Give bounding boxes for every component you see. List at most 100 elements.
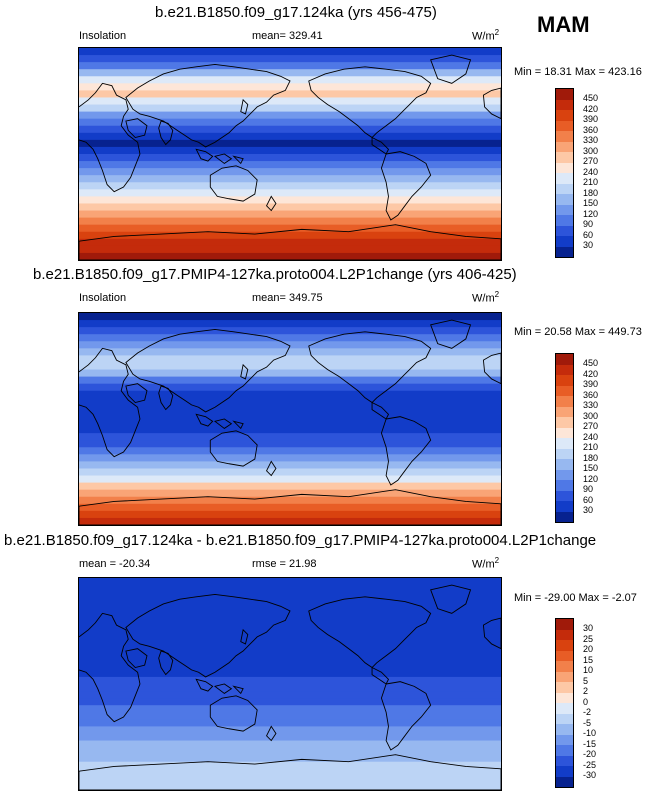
map-band — [79, 627, 501, 636]
colorbar-swatch — [556, 120, 573, 132]
coastline — [309, 67, 431, 138]
colorbar-swatch — [556, 417, 573, 428]
colorbar-tick-label: -2 — [583, 707, 592, 717]
map-band — [79, 252, 501, 260]
colorbar-swatch — [556, 703, 573, 714]
map-band — [79, 203, 501, 212]
map-band — [79, 90, 501, 98]
colorbar-tick-label: 90 — [583, 219, 594, 229]
coastline — [159, 121, 173, 145]
map-band — [79, 104, 501, 113]
panel-3-mean-label: mean = -20.34 — [79, 558, 151, 570]
colorbar-swatch — [556, 629, 573, 641]
map-band — [79, 404, 501, 413]
colorbar-swatch — [556, 480, 573, 491]
colorbar-tick-label: 180 — [583, 452, 599, 463]
map-band — [79, 245, 501, 254]
colorbar-tick-label: 150 — [583, 463, 599, 473]
map-band — [79, 154, 501, 162]
panel-1-units: W/m2 — [472, 28, 500, 43]
map-band — [79, 606, 501, 614]
coastline — [79, 755, 501, 790]
map-band — [79, 655, 501, 664]
colorbar-tick-label: 210 — [583, 442, 599, 452]
map-band — [79, 355, 501, 363]
map-band — [79, 376, 501, 385]
coastline — [126, 119, 147, 138]
coastline — [309, 332, 431, 403]
map-band — [79, 747, 501, 756]
colorbar-tick-label: 30 — [583, 505, 594, 515]
colorbar-tick-label: 360 — [583, 124, 599, 135]
colorbar-swatch — [556, 661, 573, 672]
map-band — [79, 740, 501, 749]
coastline — [196, 414, 243, 428]
colorbar-tick-label: 240 — [583, 431, 599, 442]
coastline — [483, 618, 501, 649]
map-band — [79, 482, 501, 491]
coastline — [241, 365, 248, 379]
colorbar-swatch — [556, 490, 573, 502]
coastline — [241, 100, 248, 114]
map-band — [79, 613, 501, 621]
colorbar-swatch — [556, 173, 573, 184]
map-band — [79, 489, 501, 498]
map-band — [79, 496, 501, 505]
map-band — [79, 132, 501, 141]
map-band — [79, 648, 501, 657]
map-band — [79, 118, 501, 127]
panel-2-left-label: Insolation — [79, 292, 127, 304]
colorbar-tick-label: 25 — [583, 633, 594, 644]
coastline — [79, 348, 140, 456]
map-band — [79, 83, 501, 91]
map-band — [79, 62, 501, 70]
map-band — [79, 754, 501, 763]
panel-2-minmax: Min = 20.58 Max = 449.73 — [514, 326, 642, 338]
coastline — [196, 679, 243, 693]
map-band — [79, 719, 501, 727]
map-band — [79, 712, 501, 720]
panel-2-mean-label: mean= 349.75 — [252, 292, 323, 304]
panel-2-title: b.e21.B1850.f09_g17.PMIP4-127ka.proto004… — [33, 266, 517, 283]
map-band — [79, 634, 501, 643]
coastline — [79, 613, 140, 721]
colorbar-tick-label: 20 — [583, 644, 594, 654]
coastline — [483, 88, 501, 119]
map-band — [79, 217, 501, 226]
colorbar-tick-label: 0 — [583, 696, 589, 707]
colorbar-swatch — [556, 501, 573, 512]
coastline — [79, 225, 501, 260]
colorbar-tick-label: 30 — [583, 623, 594, 633]
map-band — [79, 641, 501, 650]
colorbar-swatch — [556, 364, 573, 376]
map-band — [79, 224, 501, 233]
map-band — [79, 320, 501, 328]
coastline — [431, 55, 471, 83]
map-band — [79, 362, 501, 371]
coastline — [309, 597, 431, 668]
map-band — [79, 125, 501, 134]
colorbar-swatch — [556, 131, 573, 142]
colorbar-tick-label: 240 — [583, 166, 599, 177]
colorbar-swatch — [556, 194, 573, 205]
map-band — [79, 468, 501, 477]
colorbar-tick-label: 15 — [583, 654, 594, 665]
map-band — [79, 475, 501, 484]
map-band — [79, 210, 501, 219]
colorbar-swatch — [556, 619, 573, 630]
map-band — [79, 238, 501, 247]
panel-2-units: W/m2 — [472, 290, 500, 305]
colorbar-swatch — [556, 354, 573, 365]
colorbar-tick-label: -10 — [583, 728, 597, 738]
coastline — [267, 726, 276, 740]
map-band — [79, 369, 501, 378]
map-band — [79, 599, 501, 607]
colorbar-tick-label: 30 — [583, 240, 594, 250]
map-band — [79, 383, 501, 392]
colorbar-tick-label: 390 — [583, 114, 599, 124]
coastline — [381, 682, 430, 750]
colorbar-tick-label: 2 — [583, 686, 589, 696]
colorbar-tick-label: 210 — [583, 177, 599, 187]
map-band — [79, 76, 501, 84]
colorbar-swatch — [556, 110, 573, 121]
